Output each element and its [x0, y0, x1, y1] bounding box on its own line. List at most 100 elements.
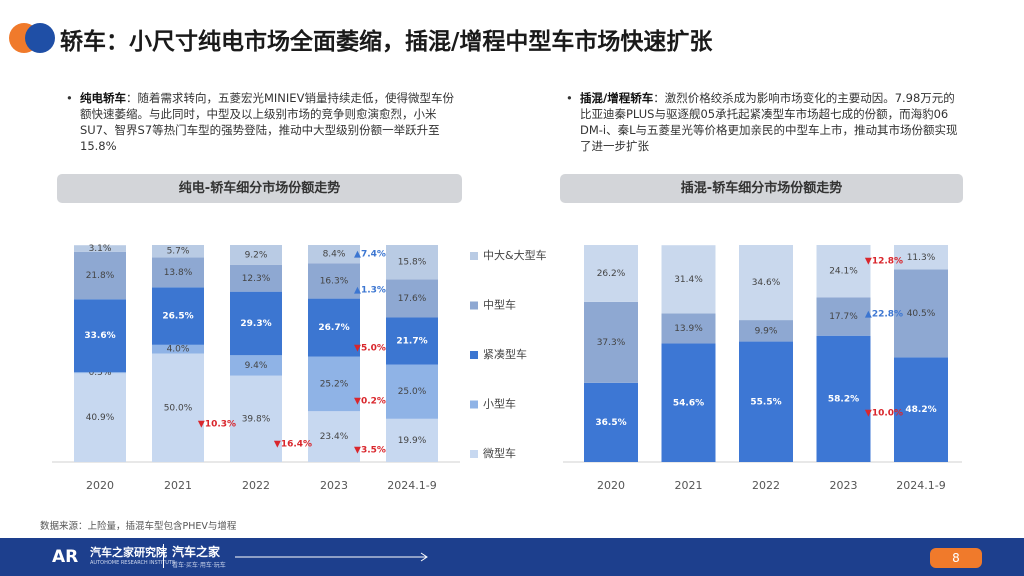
footer-brand-en: AUTOHOME RESEARCH INSTITUTE: [90, 560, 176, 566]
bar-segment: [230, 355, 282, 376]
source-note: 数据来源：上险量，插混车型包含PHEV与增程: [40, 521, 237, 532]
change-annotation: ▼5.0%: [354, 344, 386, 354]
data-label: 15.8%: [398, 258, 427, 268]
page-title: 轿车：小尺寸纯电市场全面萎缩，插混/增程中型车市场快速扩张: [60, 29, 713, 55]
data-label: 34.6%: [752, 278, 781, 288]
bar-segment: [894, 357, 948, 462]
x-tick-label: 2023: [830, 479, 858, 492]
data-label: 26.7%: [318, 323, 349, 333]
bullet-lead: 纯电轿车: [80, 91, 126, 105]
x-tick-label: 2020: [597, 479, 625, 492]
data-label: 17.7%: [829, 312, 858, 322]
bar-segment: [661, 343, 716, 462]
bar-segment: [308, 411, 360, 462]
data-label: 33.6%: [84, 331, 115, 341]
change-annotation: ▲22.8%: [865, 310, 903, 320]
data-label: 58.2%: [828, 394, 859, 404]
bar-segment: [739, 341, 793, 462]
change-annotation: ▲7.4%: [354, 250, 386, 260]
legend-swatch: [470, 301, 478, 310]
bullet-lead: 插混/增程轿车: [580, 91, 654, 105]
bullet-text: ：激烈价格绞杀成为影响市场变化的主要动因。7.98万元的比亚迪秦PLUS与驱逐舰…: [580, 91, 958, 153]
bar-segment: [74, 251, 126, 300]
bar-segment: [816, 335, 871, 462]
bar-segment: [308, 245, 360, 264]
bar-segment: [386, 317, 438, 365]
data-label: 13.8%: [164, 268, 193, 278]
bar-segment: [152, 353, 204, 462]
bar-segment: [152, 257, 204, 288]
change-annotation: ▼3.5%: [354, 446, 386, 456]
bar-segment: [816, 245, 871, 298]
charts: 2020 40.9% 0.5% 33.6% 21.8% 3.1% 2021 50.0% 4.0%…: [52, 244, 962, 492]
legend-label: 中大&大型车: [483, 248, 547, 262]
bullet: 纯电轿车：随着需求转向，五菱宏光MINIEV销量持续走低，使得微型车份额快速萎缩…: [66, 90, 465, 154]
x-tick-label: 2023: [320, 479, 348, 492]
legend-label: 微型车: [483, 446, 516, 460]
change-annotation: ▼12.8%: [865, 257, 903, 267]
bar-segment: [230, 375, 282, 462]
data-label: 17.6%: [398, 294, 427, 304]
data-label: 40.9%: [86, 413, 115, 423]
bar-segment: [894, 269, 948, 358]
data-label: 12.3%: [242, 274, 271, 284]
data-label: 40.5%: [907, 309, 936, 319]
bar-segment: [816, 297, 871, 336]
bar-segment: [584, 301, 638, 383]
bullet-text: ：随着需求转向，五菱宏光MINIEV销量持续走低，使得微型车份额快速萎缩。与此同…: [80, 91, 454, 153]
bar-segment: [74, 299, 126, 373]
data-label: 55.5%: [750, 397, 781, 407]
bar-segment: [74, 372, 126, 374]
bar-segment: [308, 298, 360, 357]
change-annotation: ▼0.2%: [354, 397, 386, 407]
data-label: 26.2%: [597, 269, 626, 279]
bullet: 插混/增程轿车：激烈价格绞杀成为影响市场变化的主要动因。7.98万元的比亚迪秦P…: [566, 90, 965, 154]
bar-segment: [739, 245, 793, 321]
bar-segment: [230, 245, 282, 265]
footer-logo: 汽车之家: [172, 545, 221, 559]
x-tick-label: 2020: [86, 479, 114, 492]
data-label: 13.9%: [674, 324, 703, 334]
bar-segment: [308, 356, 360, 412]
x-tick-label: 2021: [675, 479, 703, 492]
footer: AR 汽车之家研究院 AUTOHOME RESEARCH INSTITUTE 汽…: [0, 538, 1024, 576]
change-annotation: ▼10.3%: [198, 420, 236, 430]
legend-label: 紧凑型车: [483, 347, 527, 361]
bar-segment: [74, 373, 126, 462]
bar-segment: [584, 245, 638, 302]
data-label: 9.4%: [245, 361, 268, 371]
change-annotation: ▼10.0%: [865, 409, 903, 419]
legend-label: 中型车: [483, 298, 516, 312]
data-label: 9.9%: [755, 326, 778, 336]
legend-label: 小型车: [483, 397, 516, 411]
data-label: 5.7%: [167, 247, 190, 257]
bar-segment: [661, 245, 716, 314]
bar-segment: [308, 263, 360, 299]
bar-segment: [74, 245, 126, 252]
data-label: 37.3%: [597, 338, 626, 348]
bar-segment: [386, 364, 438, 419]
legend-swatch: [470, 400, 478, 409]
x-tick-label: 2022: [752, 479, 780, 492]
bar-segment: [152, 287, 204, 345]
x-tick-label: 2022: [242, 479, 270, 492]
data-label: 8.4%: [323, 250, 346, 260]
data-label: 3.1%: [89, 244, 112, 254]
data-label: 25.2%: [320, 379, 349, 389]
footer-arrow: [235, 552, 428, 562]
data-label: 36.5%: [595, 418, 626, 428]
data-label: 48.2%: [905, 405, 936, 415]
data-label: 4.0%: [167, 345, 190, 355]
chart-title: 纯电-轿车细分市场份额走势: [57, 174, 462, 203]
data-label: 31.4%: [674, 275, 703, 285]
data-label: 50.0%: [164, 403, 193, 413]
data-label: 9.2%: [245, 250, 268, 260]
footer-slogan: 看车·买车·用车·玩车: [172, 562, 226, 569]
bar-segment: [386, 418, 438, 462]
chart-title: 插混-轿车细分市场份额走势: [560, 174, 963, 203]
bar-segment: [230, 291, 282, 356]
divider: [163, 544, 164, 568]
bar-segment: [152, 245, 204, 258]
data-label: 21.8%: [86, 271, 115, 281]
